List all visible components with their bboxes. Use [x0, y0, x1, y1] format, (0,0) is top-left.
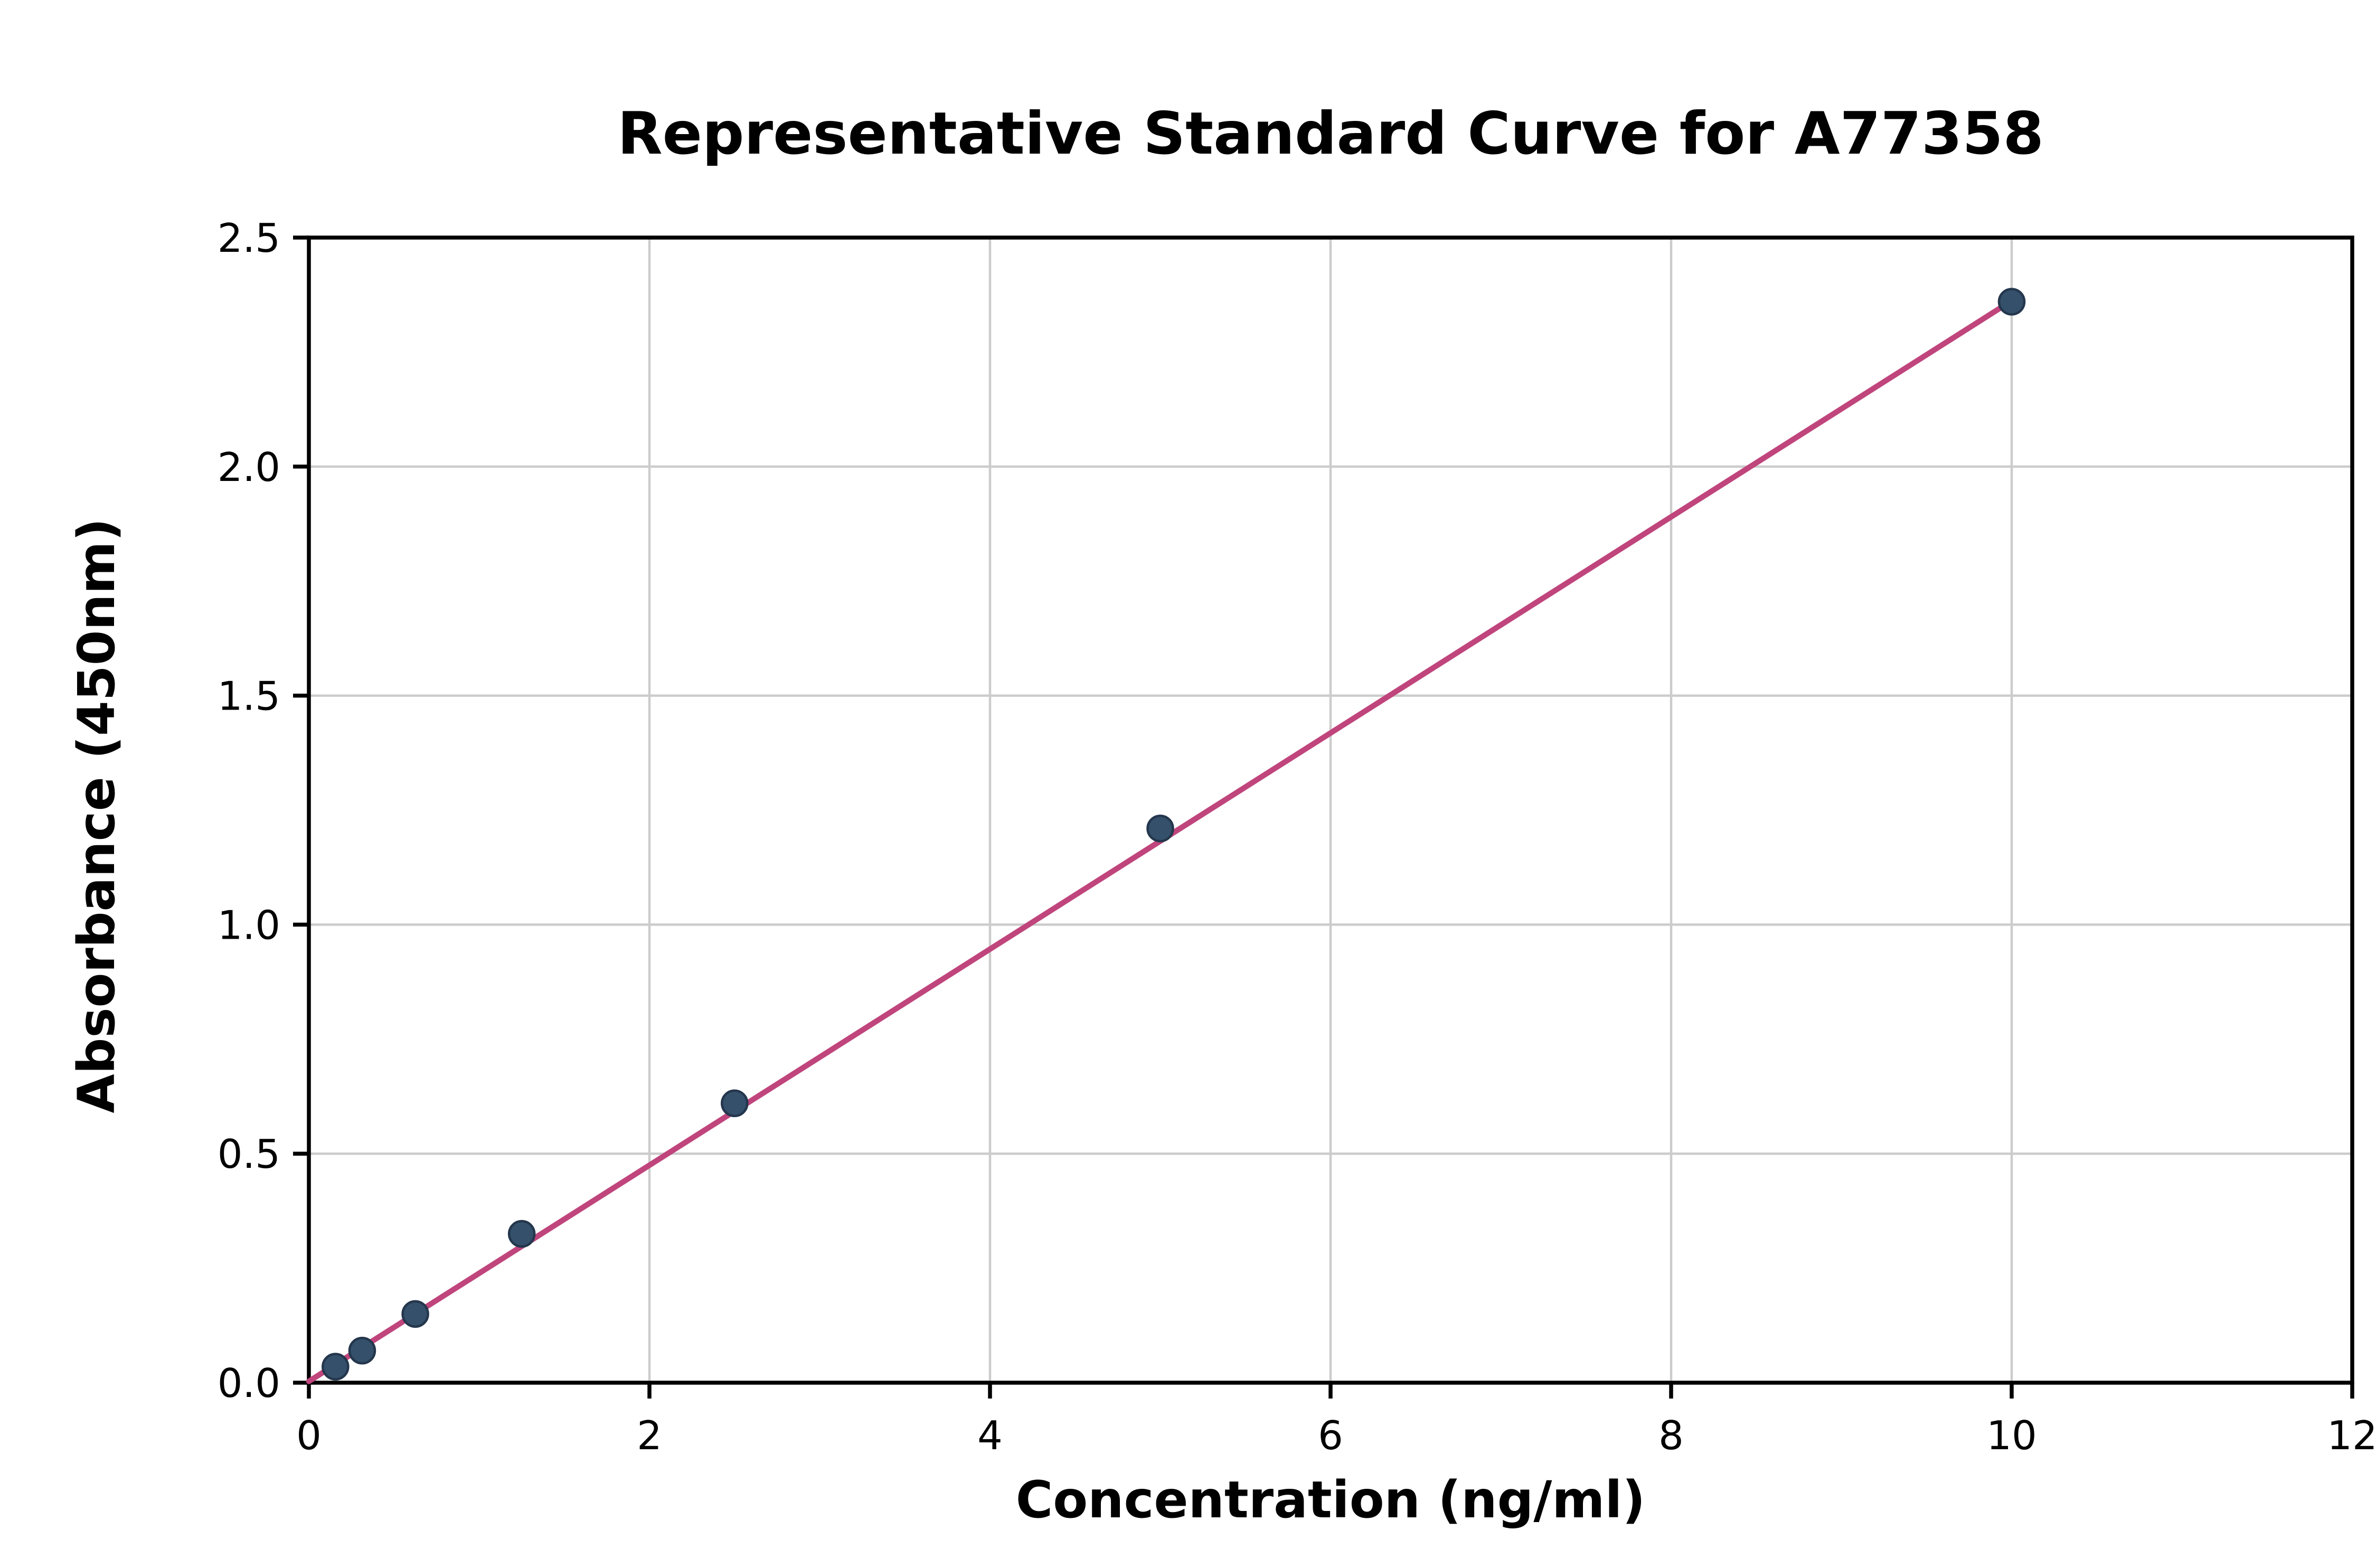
y-tick-label: 0.5: [218, 1131, 280, 1177]
data-point: [721, 1089, 749, 1118]
x-axis-label: Concentration (ng/ml): [1016, 1470, 1645, 1529]
x-tick-label: 0: [296, 1412, 322, 1459]
data-point: [348, 1337, 376, 1365]
y-axis-label: Absorbance (450nm): [67, 518, 126, 1113]
plot-area: 0 2 4 6 8 10 12 0.0 0.5 1.0 1.5 2.0 2.5: [218, 215, 2376, 1459]
y-tick-label: 1.5: [218, 673, 280, 720]
data-point: [322, 1353, 350, 1381]
x-tick-label: 2: [637, 1412, 662, 1459]
data-point: [401, 1300, 429, 1328]
data-point: [1146, 814, 1174, 843]
data-point: [1997, 288, 2026, 316]
y-tick-label: 2.5: [218, 215, 280, 261]
x-tick-label: 12: [2327, 1412, 2376, 1459]
x-tick-label: 6: [1318, 1412, 1343, 1459]
chart-title: Representative Standard Curve for A77358: [617, 100, 2044, 168]
data-point: [507, 1220, 536, 1248]
x-tick-label: 4: [977, 1412, 1003, 1459]
y-tick-label: 0.0: [218, 1360, 280, 1406]
x-tick-label: 8: [1658, 1412, 1684, 1459]
y-tick-label: 2.0: [218, 444, 280, 490]
x-tick-label: 10: [1986, 1412, 2036, 1459]
y-tick-label: 1.0: [218, 902, 280, 948]
